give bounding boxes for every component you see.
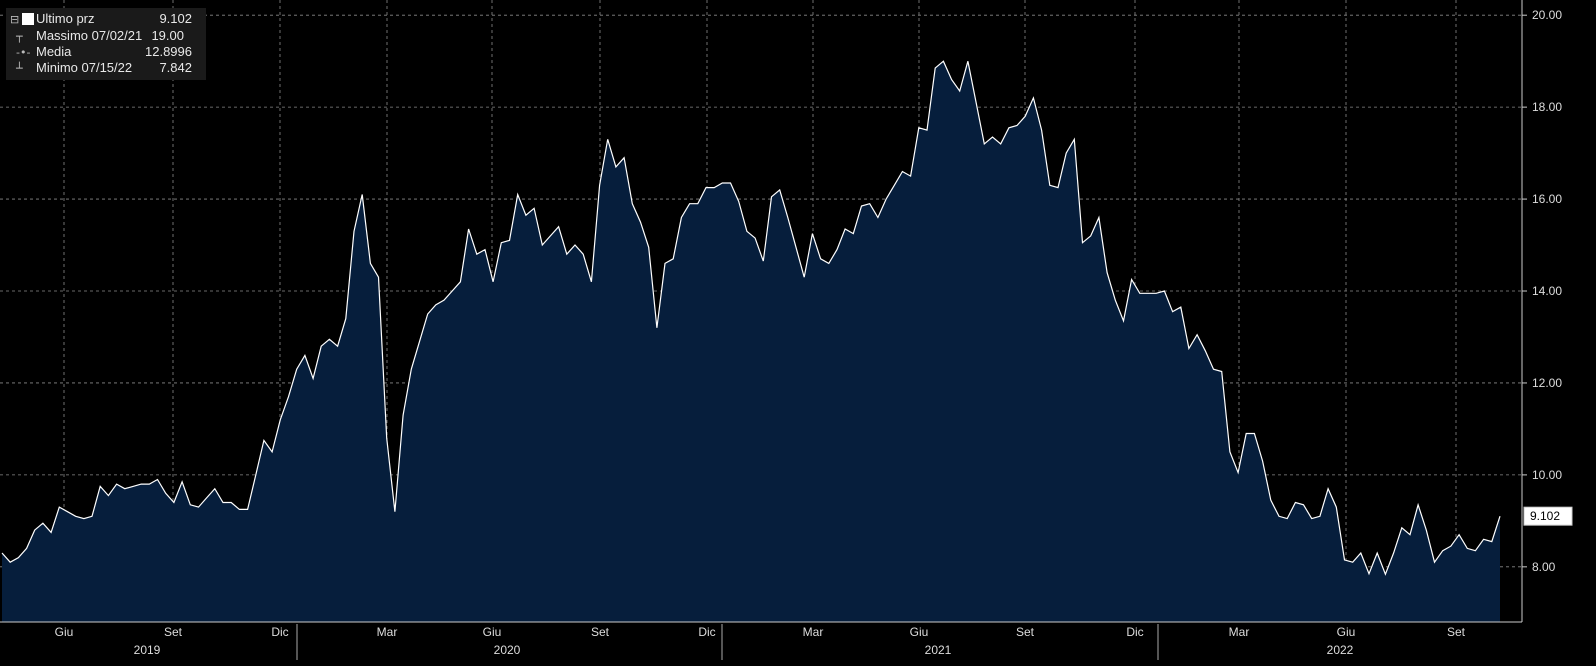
legend-avg-label: Media [36, 44, 72, 59]
year-label: 2019 [134, 643, 161, 657]
low-marker-icon: ┴ [16, 62, 23, 75]
legend-high-label: Massimo 07/02/21 [36, 28, 143, 43]
legend-row-avg: -•- Media 12.8996 [6, 44, 206, 60]
x-tick-label: Dic [271, 625, 288, 639]
x-tick-label: Giu [1337, 625, 1356, 639]
legend-row-last: ⊟ Ultimo prz 9.102 [6, 11, 206, 27]
collapse-icon[interactable]: ⊟ [10, 13, 20, 26]
legend-row-low: ┴ Minimo 07/15/22 7.842 [6, 60, 206, 76]
y-tick-label: 10.00 [1532, 468, 1562, 482]
legend-low-value: 7.842 [159, 60, 192, 75]
legend-last-value: 9.102 [159, 11, 192, 26]
legend-row-high: ┬ Massimo 07/02/21 19.00 [6, 28, 206, 44]
last-value-badge: 9.102 [1523, 506, 1573, 526]
x-axis: Giu Set Dic Mar Giu Set Dic Mar Giu Set Dic Mar Giu S… [0, 621, 1522, 660]
legend-avg-value: 12.8996 [145, 44, 192, 59]
y-tick-label: 20.00 [1532, 8, 1562, 22]
x-tick-label: Dic [1126, 625, 1143, 639]
legend-last-label: Ultimo prz [36, 11, 95, 26]
year-label: 2022 [1327, 643, 1354, 657]
y-tick-label: 8.00 [1532, 560, 1556, 574]
y-tick-label: 18.00 [1532, 100, 1562, 114]
y-tick-label: 12.00 [1532, 376, 1562, 390]
average-marker-icon: -•- [16, 46, 31, 59]
y-axis: 8.00 10.00 12.00 14.00 16.00 18.00 20.00 [1521, 0, 1562, 622]
x-tick-label: Set [164, 625, 183, 639]
legend-high-value: 19.00 [151, 28, 184, 43]
x-tick-label: Set [1016, 625, 1035, 639]
high-marker-icon: ┬ [16, 30, 23, 43]
x-tick-label: Giu [55, 625, 74, 639]
white-square-icon [22, 13, 34, 25]
last-value-badge-box [1523, 506, 1573, 526]
x-tick-label: Mar [1229, 625, 1250, 639]
y-tick-label: 14.00 [1532, 284, 1562, 298]
year-label: 2021 [925, 643, 952, 657]
price-area [2, 61, 1500, 622]
year-label: 2020 [494, 643, 521, 657]
x-tick-label: Mar [377, 625, 398, 639]
legend: ⊟ Ultimo prz 9.102 ┬ Massimo 07/02/21 19… [6, 8, 206, 80]
legend-low-label: Minimo 07/15/22 [36, 60, 133, 75]
x-tick-label: Mar [803, 625, 824, 639]
x-tick-label: Giu [483, 625, 502, 639]
x-tick-label: Set [1447, 625, 1466, 639]
y-tick-label: 16.00 [1532, 192, 1562, 206]
x-tick-label: Dic [698, 625, 715, 639]
x-tick-label: Giu [910, 625, 929, 639]
price-line [1, 60, 1501, 576]
x-tick-label: Set [591, 625, 610, 639]
last-value-badge-text: 9.102 [1530, 509, 1560, 523]
